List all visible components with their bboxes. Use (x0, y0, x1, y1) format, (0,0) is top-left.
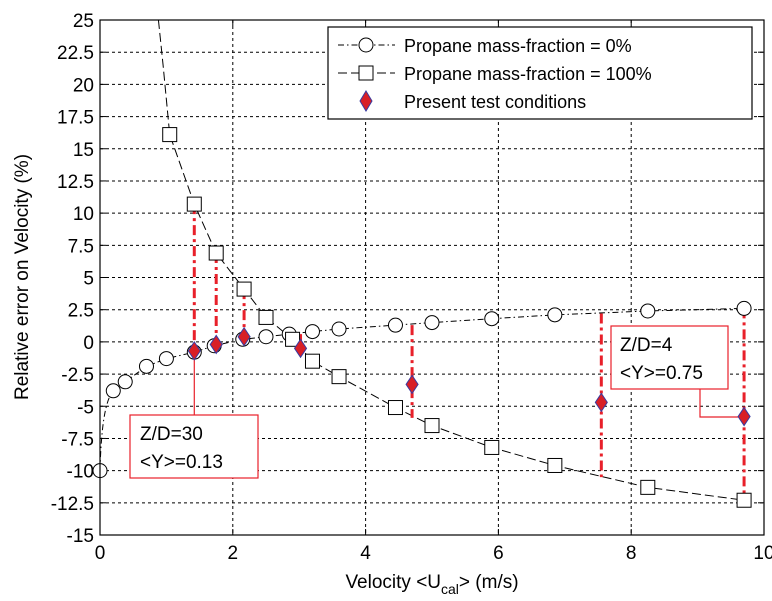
y-tick-label: -2.5 (61, 365, 94, 386)
y-tick-label: -12.5 (51, 494, 94, 515)
y-tick-label: 10 (73, 204, 94, 225)
series-1-point (304, 353, 320, 369)
legend-square-marker (358, 65, 374, 81)
legend-label-1: Propane mass-fraction = 100% (404, 64, 652, 84)
annotation-z30-line1: Z/D=30 (140, 424, 203, 445)
x-tick-label: 6 (493, 543, 504, 564)
y-tick-label: 12.5 (57, 172, 94, 193)
series-0-point (138, 358, 154, 374)
series-0-point (547, 307, 563, 323)
series-0-point (331, 321, 347, 337)
y-tick-label: 5 (83, 269, 94, 290)
annotation-z30-line2: <Y>=0.13 (140, 452, 223, 473)
y-tick-label: 17.5 (57, 108, 94, 129)
legend-entry-2: Present test conditions (359, 90, 586, 112)
x-tick-label: 8 (626, 543, 637, 564)
y-tick-label: -5 (77, 397, 94, 418)
series-0-point (387, 317, 403, 333)
series-1-point (331, 369, 347, 385)
series-0-point (736, 300, 752, 316)
series-0-point (640, 303, 656, 319)
series-2-point (405, 374, 419, 395)
annotation-z4-line2: <Y>=0.75 (620, 363, 703, 384)
series-0-point (484, 311, 500, 327)
series-2-point (293, 338, 308, 359)
series-0-point (117, 374, 133, 390)
x-tick-label: 4 (360, 543, 371, 564)
series-1-point (258, 309, 274, 325)
y-tick-labels: -15 -12.5 -10 -7.5 -5 -2.5 0 2.5 5 7.5 10 12.5 15 17.… (51, 11, 94, 547)
legend-label-2: Present test conditions (404, 92, 586, 112)
y-tick-label: 22.5 (57, 43, 94, 64)
annotation-z4-line1: Z/D=4 (620, 335, 673, 356)
series-1-point (736, 492, 752, 508)
series-1-point (387, 400, 403, 416)
y-axis-label: Relative error on Velocity (%) (12, 154, 33, 400)
x-tick-label: 0 (95, 543, 106, 564)
x-tick-label: 2 (228, 543, 239, 564)
annotation-z4-box (610, 325, 729, 390)
series-2-point (737, 406, 751, 427)
x-axis-label: Velocity <Ucal> (m/s) (345, 572, 518, 597)
y-tick-label: -7.5 (61, 429, 94, 450)
series-0-point (304, 324, 320, 340)
series-2-point (209, 334, 223, 355)
legend-diamond-marker (359, 90, 373, 112)
series-1-point (186, 196, 202, 212)
legend: Propane mass-fraction = 0% Propane mass-… (327, 26, 753, 120)
legend-label-0: Propane mass-fraction = 0% (404, 36, 632, 56)
series-2-point (237, 326, 251, 347)
series-1-point (424, 418, 440, 434)
range-lines (192, 204, 746, 501)
y-tick-label: 20 (73, 75, 94, 96)
series-2-point (187, 340, 201, 361)
series-1-point (208, 245, 224, 261)
annotation-leaders (193, 350, 739, 418)
series-0-point (258, 329, 274, 345)
series-1-point (547, 457, 563, 473)
x-tick-label: 10 (753, 543, 772, 564)
annotation-z4: Z/D=4 <Y>=0.75 (610, 325, 729, 390)
data-markers (92, 127, 752, 508)
annotation-z30-box (129, 414, 259, 479)
y-tick-label: 0 (83, 333, 94, 354)
annotation-z4-leader (699, 389, 739, 418)
series-1-point (236, 281, 252, 297)
series-0-point (158, 351, 174, 367)
series-0-point (424, 315, 440, 331)
series-1-point (285, 331, 301, 347)
series-0-point (105, 383, 121, 399)
plot-frame (99, 19, 765, 536)
y-tick-label: 7.5 (68, 236, 94, 257)
legend-entry-1: Propane mass-fraction = 100% (338, 64, 652, 84)
annotation-z30: Z/D=30 <Y>=0.13 (129, 414, 259, 479)
legend-box (327, 26, 753, 120)
x-tick-labels: 0 2 4 6 8 10 (95, 543, 772, 564)
legend-entry-0: Propane mass-fraction = 0% (338, 36, 632, 56)
series-1-point (640, 479, 656, 495)
y-tick-label: 25 (73, 11, 94, 32)
legend-circle-marker (358, 37, 374, 53)
series-2-point (594, 392, 608, 413)
y-tick-label: -10 (67, 462, 94, 483)
series-1-point (162, 127, 178, 143)
y-tick-label: 2.5 (68, 301, 94, 322)
series-1-point (484, 439, 500, 455)
y-tick-label: -15 (67, 526, 94, 547)
y-tick-label: 15 (73, 140, 94, 161)
